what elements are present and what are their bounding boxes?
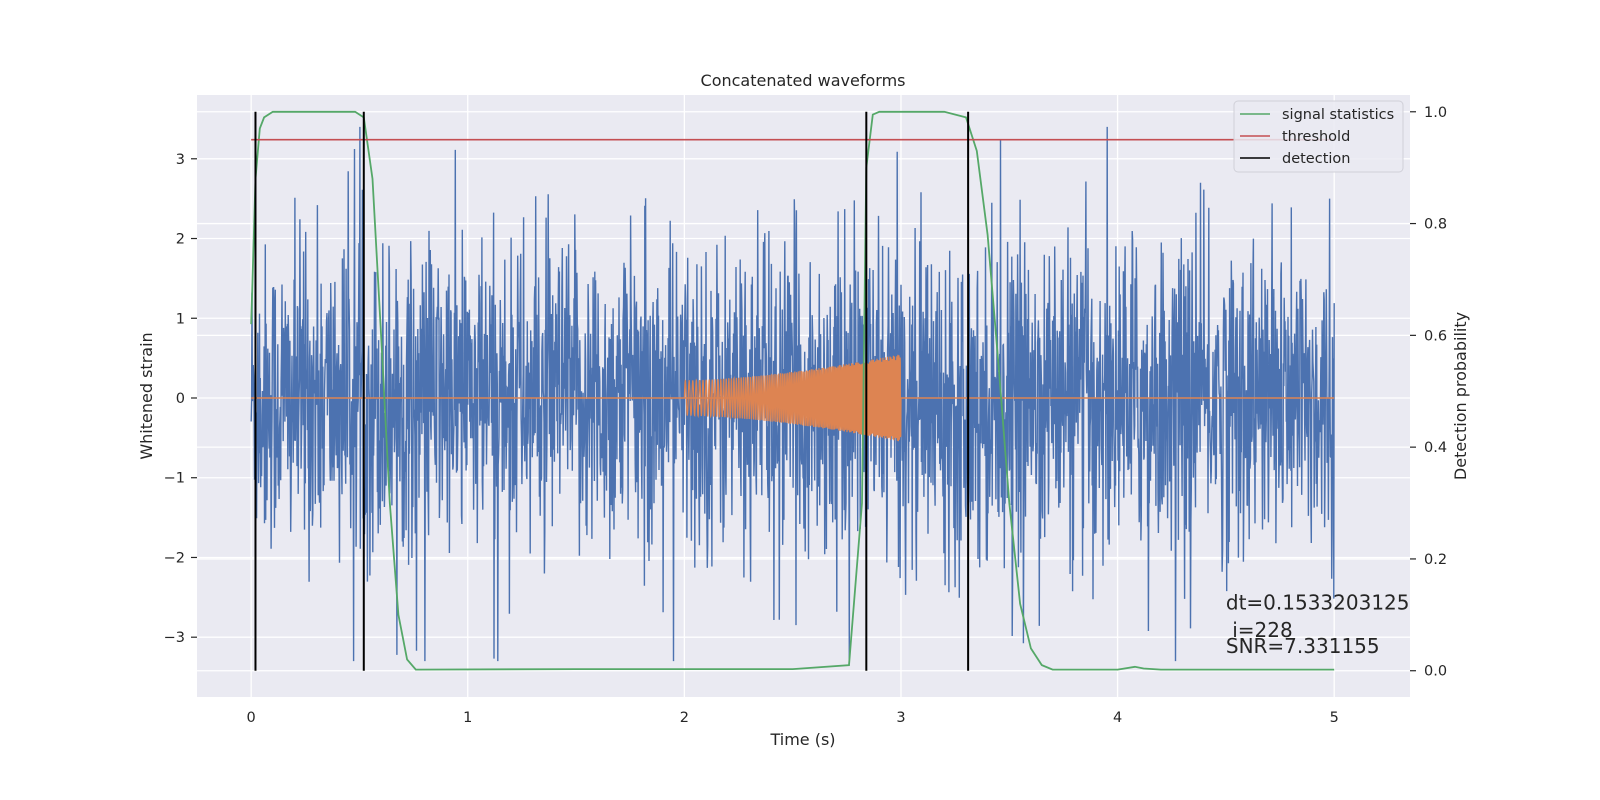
right-tick-label: 0.6: [1424, 328, 1447, 344]
left-tick-label: 1: [176, 311, 185, 327]
annotation-text: dt=0.1533203125: [1226, 590, 1410, 614]
left-tick-label: −1: [164, 471, 185, 487]
x-tick-label: 1: [463, 710, 472, 726]
annotation-text: SNR=7.331155: [1226, 634, 1380, 658]
x-axis-label: Time (s): [769, 730, 835, 749]
series-layer: [250, 110, 1335, 671]
left-tick-label: −3: [164, 630, 185, 646]
x-tick-label: 0: [247, 710, 256, 726]
legend-label-threshold: threshold: [1282, 129, 1350, 145]
legend-label-detection: detection: [1282, 151, 1350, 167]
right-tick-label: 0.8: [1424, 217, 1447, 233]
chart-title: Concatenated waveforms: [701, 71, 906, 90]
x-tick-label: 3: [896, 710, 905, 726]
x-tick-label: 5: [1330, 710, 1339, 726]
legend: signal statistics threshold detection: [1233, 100, 1404, 173]
right-axis-label: Detection probability: [1451, 312, 1470, 480]
x-tick-label: 2: [680, 710, 689, 726]
legend-entry-threshold: threshold: [1240, 129, 1350, 145]
left-tick-label: −2: [164, 550, 185, 566]
legend-label-signal-statistics: signal statistics: [1282, 107, 1394, 123]
legend-entry-detection: detection: [1240, 151, 1350, 167]
right-tick-label: 0.4: [1424, 440, 1447, 456]
left-tick-label: 3: [176, 152, 185, 168]
right-tick-label: 1.0: [1424, 105, 1447, 121]
chirp-line: [683, 354, 902, 442]
right-axis-ticks: 1.0 0.8 0.6 0.4 0.2 0.0: [1410, 105, 1447, 680]
legend-entry-signal-statistics: signal statistics: [1240, 107, 1394, 123]
left-axis-ticks: 3 2 1 0 −1 −2 −3: [164, 152, 197, 646]
legend-box: [1233, 100, 1404, 173]
x-tick-label: 4: [1113, 710, 1122, 726]
right-tick-label: 0.0: [1424, 664, 1447, 680]
left-tick-label: 0: [176, 391, 185, 407]
left-tick-label: 2: [176, 232, 185, 248]
left-axis-label: Whitened strain: [137, 332, 156, 459]
right-tick-label: 0.2: [1424, 552, 1447, 568]
x-axis-ticks: 0 1 2 3 4 5: [247, 710, 1339, 726]
annotation-text: i=228: [1226, 618, 1293, 642]
